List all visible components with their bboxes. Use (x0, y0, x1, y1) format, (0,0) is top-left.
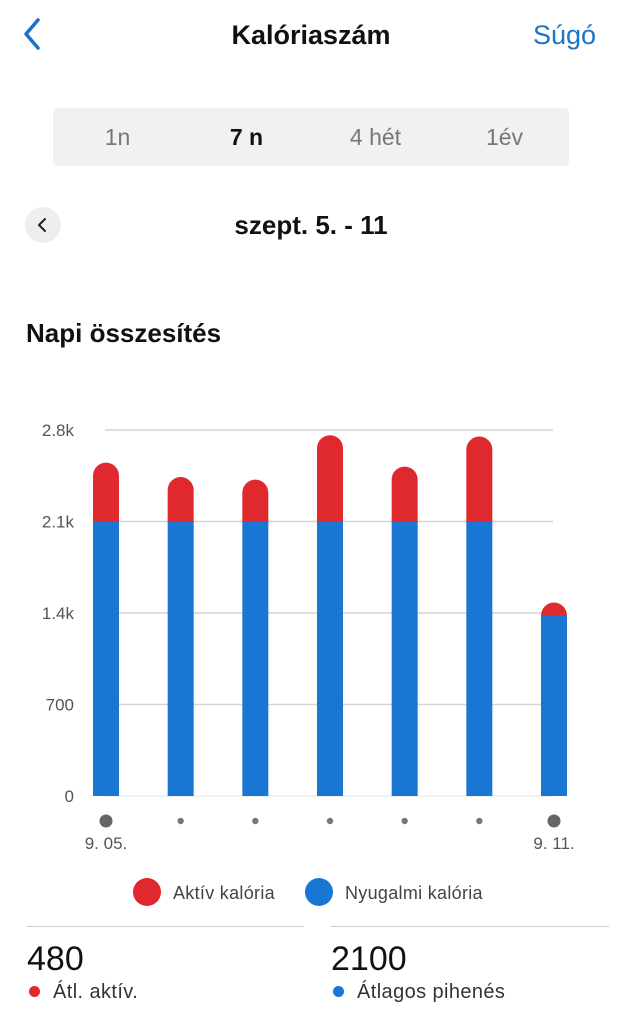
bar-resting-segment (242, 521, 269, 796)
date-range-label: szept. 5. - 11 (234, 210, 388, 240)
y-tick-label: 700 (46, 696, 74, 715)
stat-active-value: 480 (27, 940, 84, 978)
y-tick-label: 0 (65, 787, 74, 806)
y-tick-label: 1.4k (42, 604, 75, 623)
legend-active-label: Aktív kalória (173, 883, 275, 903)
calorie-bar-chart: 0 700 1.4k 2.1k 2.8k 9. 05. 9. 11. (42, 421, 575, 853)
period-selector: 1n 7 n 4 hét 1év (53, 108, 569, 166)
section-title: Napi összesítés (26, 318, 222, 348)
bar-resting-segment (93, 521, 119, 796)
x-tick-label: 9. 11. (533, 834, 574, 853)
tab-4-weeks[interactable]: 4 hét (349, 123, 402, 150)
bar-active-segment (317, 435, 343, 523)
tab-7-days[interactable]: 7 n (229, 123, 264, 150)
x-axis-marker (99, 814, 113, 828)
x-tick-label: 9. 05. (85, 834, 128, 853)
y-tick-label: 2.8k (42, 421, 75, 440)
x-axis-marker (326, 817, 334, 825)
back-button[interactable] (18, 16, 48, 52)
bar-active-segment (242, 479, 269, 523)
chevron-left-icon (24, 18, 40, 50)
bar-resting-segment (466, 521, 493, 796)
legend-resting-swatch (305, 878, 333, 906)
stat-resting-label: Átlagos pihenés (357, 981, 506, 1003)
bar-active-segment (391, 466, 418, 523)
bar-active-segment (466, 436, 493, 523)
legend-active-swatch (133, 878, 161, 906)
bar-active-segment (93, 462, 120, 523)
stat-active-label: Átl. aktív. (53, 981, 139, 1003)
bar-resting-segment (541, 615, 567, 796)
bar-resting-segment (167, 521, 194, 796)
chart-legend: Aktív kalória Nyugalmi kalória (0, 874, 622, 910)
stat-resting-dot (333, 986, 344, 997)
help-button[interactable]: Súgó (532, 20, 596, 50)
stat-resting-value: 2100 (331, 940, 407, 978)
bar-active-segment (541, 602, 567, 617)
chart-bars (93, 435, 567, 796)
stat-active-dot (29, 986, 40, 997)
bar-resting-segment (391, 521, 418, 796)
stat-divider (331, 926, 609, 927)
legend-resting-label: Nyugalmi kalória (345, 883, 483, 903)
y-tick-label: 2.1k (42, 513, 75, 532)
bar-active-segment (167, 477, 194, 523)
chevron-left-small-icon (38, 218, 46, 232)
x-axis-marker (252, 817, 259, 825)
tab-1-year[interactable]: 1év (485, 123, 524, 150)
previous-range-button[interactable] (25, 207, 61, 243)
nav-bar: Kalóriaszám Súgó (0, 0, 622, 76)
bar-resting-segment (317, 521, 343, 796)
stat-divider (27, 926, 304, 927)
x-axis-marker (476, 817, 483, 825)
chart-x-axis: 9. 05. 9. 11. (85, 814, 575, 853)
x-axis-marker (177, 817, 184, 825)
tab-1-day[interactable]: 1n (104, 123, 131, 150)
x-axis-marker (401, 817, 408, 825)
x-axis-marker (547, 814, 561, 828)
page-title: Kalóriaszám (231, 20, 391, 50)
